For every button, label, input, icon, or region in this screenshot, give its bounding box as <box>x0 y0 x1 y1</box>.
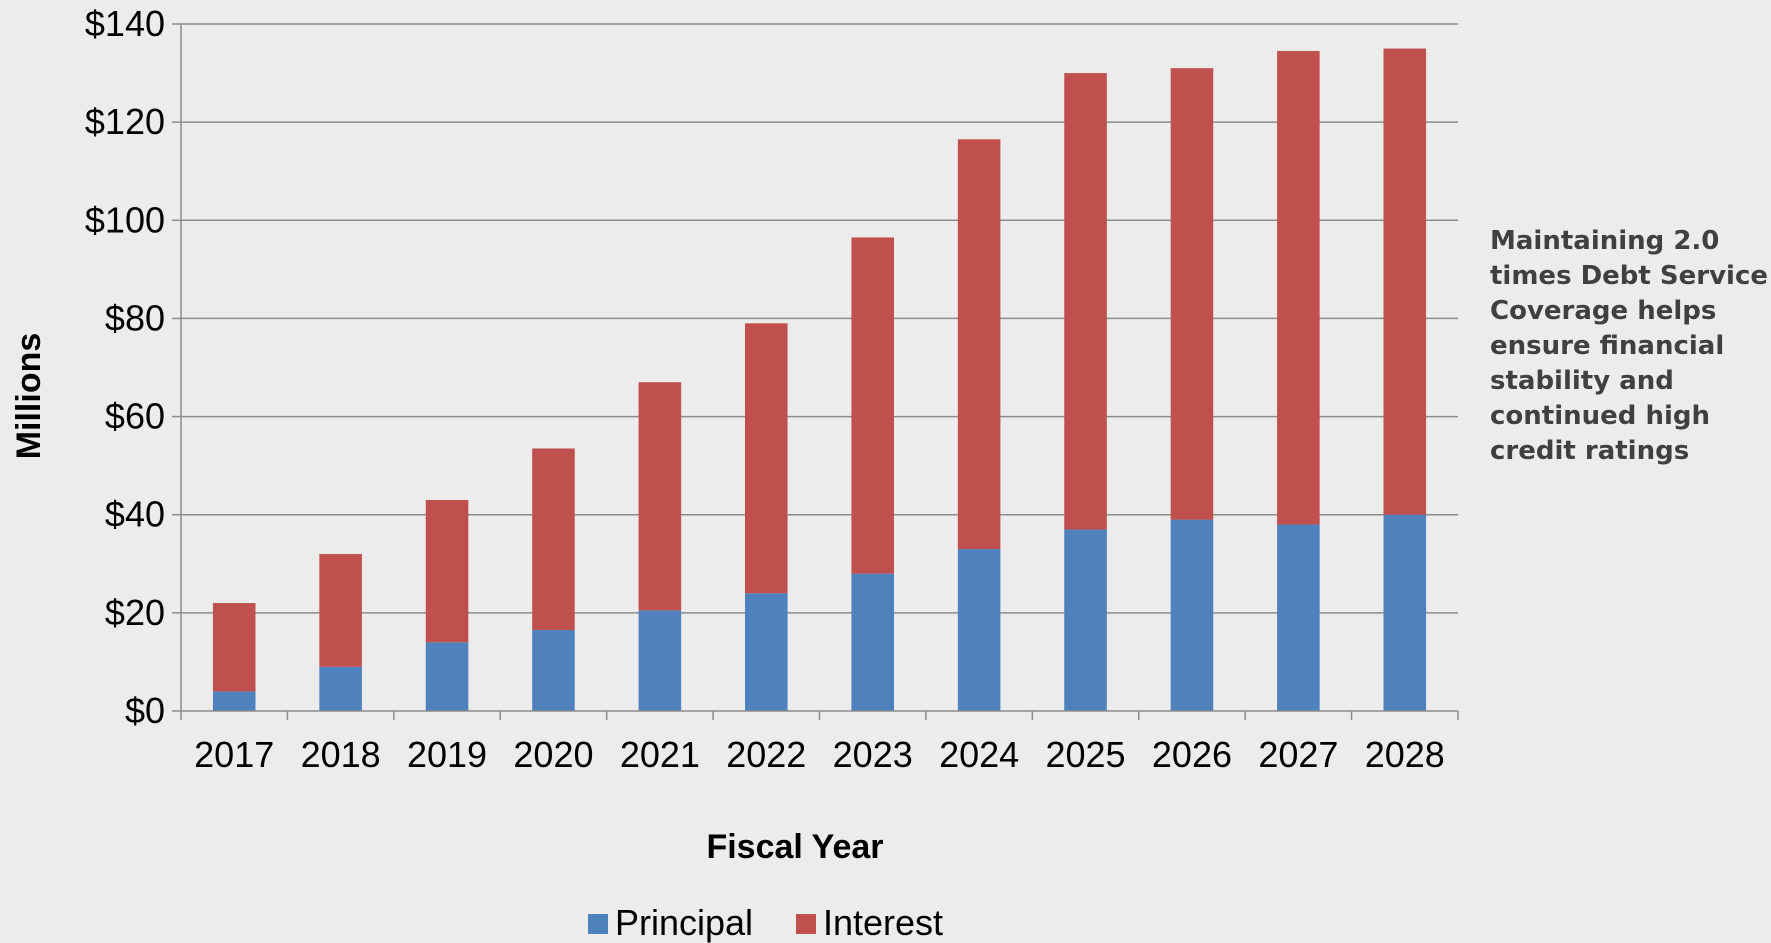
bar-principal-2028 <box>1383 514 1427 711</box>
x-tick-label: 2028 <box>1365 734 1445 775</box>
gridlines <box>181 23 1458 614</box>
y-tick-label: $20 <box>105 592 165 633</box>
bar-principal-2024 <box>957 549 1001 711</box>
bar-interest-2022 <box>745 323 788 594</box>
x-tick-label: 2021 <box>620 734 700 775</box>
y-tick-label: $60 <box>105 396 165 437</box>
y-tick-label: $140 <box>85 3 165 44</box>
coverage-note: Maintaining 2.0 times Debt Service Cover… <box>1490 226 1768 466</box>
x-tick-label: 2019 <box>407 734 487 775</box>
bar-interest-2018 <box>319 553 362 667</box>
x-tick-labels: 2017 2018 2019 2020 2021 2022 2023 2024 2025 2026… <box>194 734 1445 775</box>
y-tick-label: $0 <box>125 690 165 731</box>
bar-interest-2017 <box>212 603 256 692</box>
bar-interest-2020 <box>532 448 575 631</box>
x-tick-label: 2022 <box>726 734 806 775</box>
x-tick-label: 2025 <box>1045 734 1125 775</box>
bar-principal-2023 <box>851 573 894 711</box>
x-tick-label: 2017 <box>194 734 274 775</box>
bar-principal-2019 <box>425 642 469 711</box>
bar-principal-2027 <box>1277 524 1320 711</box>
x-tick-label: 2026 <box>1152 734 1232 775</box>
x-tick-label: 2024 <box>939 734 1019 775</box>
y-tick-label: $100 <box>85 199 165 240</box>
x-tick-label: 2020 <box>513 734 593 775</box>
bars <box>212 48 1427 711</box>
legend: Principal Interest <box>588 902 943 943</box>
bar-principal-2026 <box>1170 519 1214 711</box>
legend-swatch-interest <box>796 914 816 934</box>
y-tick-labels: $0 $20 $40 $60 $80 $100 $120 $140 <box>85 3 165 731</box>
bar-principal-2020 <box>532 630 575 711</box>
y-tick-label: $40 <box>105 494 165 535</box>
bar-interest-2028 <box>1383 48 1427 515</box>
x-tick-label: 2027 <box>1258 734 1338 775</box>
bar-interest-2025 <box>1064 73 1107 530</box>
bar-principal-2021 <box>638 610 682 711</box>
axes <box>172 23 1459 720</box>
x-tick-label: 2023 <box>833 734 913 775</box>
bar-interest-2026 <box>1170 68 1214 520</box>
bar-interest-2023 <box>851 237 894 574</box>
bar-interest-2024 <box>957 139 1001 550</box>
bar-principal-2025 <box>1064 529 1107 711</box>
bar-interest-2021 <box>638 382 682 611</box>
bar-principal-2018 <box>319 666 362 711</box>
legend-swatch-principal <box>588 914 608 934</box>
legend-label-principal: Principal <box>615 902 753 943</box>
x-tick-label: 2018 <box>301 734 381 775</box>
y-tick-label: $120 <box>85 101 165 142</box>
legend-label-interest: Interest <box>823 902 943 943</box>
bar-interest-2027 <box>1277 50 1320 525</box>
y-tick-label: $80 <box>105 297 165 338</box>
x-axis-title: Fiscal Year <box>706 828 883 866</box>
bar-principal-2022 <box>745 593 788 711</box>
bar-principal-2017 <box>212 691 256 711</box>
bar-interest-2019 <box>425 499 469 643</box>
y-axis-title: Millions <box>10 333 48 460</box>
